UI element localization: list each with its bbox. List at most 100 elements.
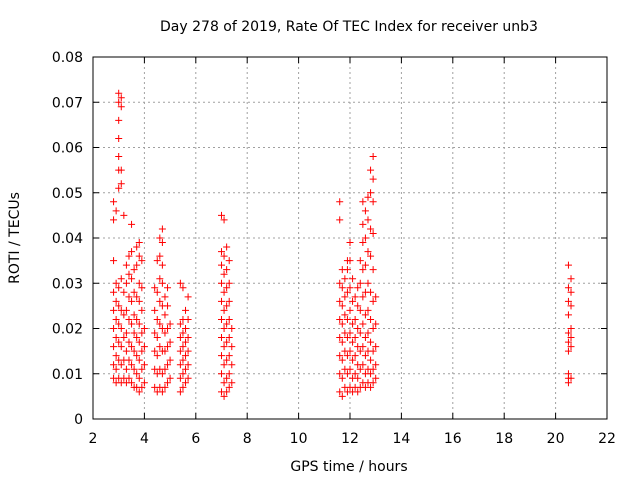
data-point bbox=[110, 216, 118, 224]
data-point bbox=[367, 252, 375, 260]
data-point bbox=[184, 347, 192, 355]
data-point bbox=[223, 266, 231, 274]
data-point bbox=[220, 252, 228, 260]
data-point bbox=[223, 338, 231, 346]
data-point bbox=[354, 302, 362, 310]
data-point bbox=[115, 284, 123, 292]
data-point bbox=[343, 352, 351, 360]
data-point bbox=[130, 329, 138, 337]
data-point bbox=[120, 211, 128, 219]
data-point bbox=[128, 275, 136, 283]
data-point bbox=[125, 315, 133, 323]
data-point bbox=[564, 329, 572, 337]
data-point bbox=[176, 320, 184, 328]
data-point bbox=[156, 252, 164, 260]
data-point bbox=[218, 352, 225, 360]
data-point bbox=[138, 257, 146, 265]
data-point bbox=[161, 329, 169, 337]
data-point bbox=[354, 374, 362, 382]
data-point bbox=[361, 234, 369, 242]
data-point bbox=[359, 239, 367, 247]
data-point bbox=[112, 365, 120, 373]
data-point bbox=[361, 334, 369, 342]
data-point bbox=[120, 311, 128, 319]
data-point bbox=[220, 216, 228, 224]
data-point bbox=[122, 347, 130, 355]
data-point bbox=[359, 343, 367, 351]
data-point bbox=[361, 261, 369, 269]
data-point bbox=[218, 334, 225, 342]
data-point bbox=[372, 374, 380, 382]
data-point bbox=[120, 334, 128, 342]
data-point bbox=[228, 379, 236, 387]
data-point bbox=[567, 374, 575, 382]
data-point bbox=[351, 293, 359, 301]
data-point bbox=[110, 306, 118, 314]
data-point bbox=[218, 261, 225, 269]
data-point bbox=[122, 329, 130, 337]
data-point bbox=[125, 270, 133, 278]
data-point bbox=[225, 383, 233, 391]
y-tick-label: 0.01 bbox=[52, 367, 83, 383]
data-point bbox=[179, 383, 187, 391]
data-point bbox=[367, 189, 375, 197]
data-point bbox=[117, 94, 125, 102]
data-point bbox=[564, 347, 572, 355]
data-point bbox=[117, 275, 125, 283]
x-tick-label: 2 bbox=[89, 431, 98, 447]
data-point bbox=[356, 279, 364, 287]
data-point bbox=[115, 134, 123, 142]
data-point bbox=[184, 315, 192, 323]
data-point bbox=[564, 297, 572, 305]
data-point bbox=[135, 239, 143, 247]
data-point bbox=[338, 284, 346, 292]
data-point bbox=[359, 266, 367, 274]
data-point bbox=[564, 338, 572, 346]
data-point bbox=[176, 361, 184, 369]
data-point bbox=[225, 352, 233, 360]
y-axis-ticks: 0 0.01 0.02 0.03 0.04 0.05 0.06 0.07 0.08 bbox=[52, 50, 607, 428]
data-point bbox=[228, 361, 236, 369]
data-point bbox=[338, 356, 346, 364]
data-point bbox=[112, 207, 120, 215]
data-point bbox=[338, 374, 346, 382]
data-point bbox=[367, 338, 375, 346]
data-point bbox=[158, 239, 166, 247]
data-point bbox=[567, 288, 575, 296]
data-point bbox=[164, 302, 172, 310]
data-point bbox=[369, 153, 377, 161]
data-point bbox=[138, 383, 146, 391]
data-point bbox=[140, 361, 148, 369]
y-tick-label: 0.05 bbox=[52, 186, 83, 202]
y-tick-label: 0.07 bbox=[52, 95, 83, 111]
data-point bbox=[351, 334, 359, 342]
data-point bbox=[349, 338, 357, 346]
data-point bbox=[128, 379, 136, 387]
data-point bbox=[364, 248, 372, 256]
data-point bbox=[166, 374, 174, 382]
x-tick-label: 16 bbox=[444, 431, 462, 447]
data-point bbox=[225, 297, 233, 305]
data-point bbox=[218, 248, 225, 256]
data-point bbox=[133, 334, 141, 342]
data-point bbox=[223, 320, 231, 328]
data-point bbox=[153, 315, 161, 323]
data-point bbox=[336, 370, 344, 378]
data-point bbox=[182, 306, 190, 314]
data-point bbox=[359, 220, 367, 228]
data-point bbox=[346, 239, 354, 247]
data-point bbox=[182, 338, 190, 346]
data-point bbox=[341, 275, 349, 283]
data-point bbox=[128, 343, 136, 351]
data-point bbox=[223, 356, 231, 364]
x-tick-label: 10 bbox=[290, 431, 308, 447]
data-point bbox=[564, 311, 572, 319]
data-point bbox=[117, 103, 125, 111]
data-point bbox=[372, 293, 380, 301]
data-point bbox=[369, 297, 377, 305]
data-point bbox=[364, 216, 372, 224]
data-point bbox=[564, 284, 572, 292]
data-point bbox=[153, 352, 161, 360]
data-point bbox=[138, 365, 146, 373]
